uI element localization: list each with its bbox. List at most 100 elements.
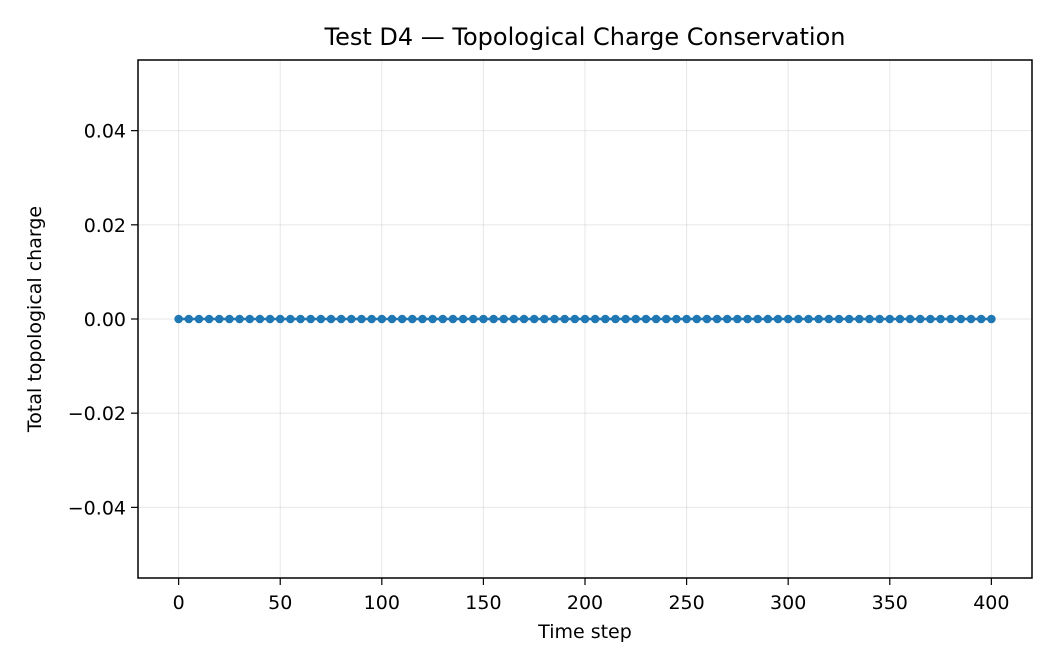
- data-point: [702, 314, 712, 324]
- data-point: [428, 314, 437, 324]
- data-point: [184, 314, 194, 324]
- x-tick-label: 150: [465, 592, 501, 614]
- data-point: [174, 314, 183, 324]
- data-point: [905, 314, 915, 324]
- data-point: [601, 314, 610, 324]
- data-point: [448, 314, 458, 324]
- data-point: [844, 314, 854, 324]
- data-point: [895, 314, 905, 324]
- data-point: [712, 314, 722, 324]
- y-axis: 0.04 0.02 0.00 −0.02 −0.04: [68, 121, 138, 519]
- data-point: [682, 314, 691, 324]
- data-point: [936, 314, 945, 324]
- data-point: [255, 314, 265, 324]
- data-point: [966, 314, 976, 324]
- data-point: [265, 314, 275, 324]
- data-point: [804, 314, 813, 324]
- data-point: [306, 314, 316, 324]
- data-point: [976, 314, 986, 324]
- data-point: [773, 314, 783, 324]
- data-point: [794, 314, 803, 324]
- data-point: [387, 314, 397, 324]
- y-tick-label: 0.04: [84, 121, 126, 143]
- data-point: [865, 314, 874, 324]
- x-tick-label: 200: [567, 592, 603, 614]
- data-point: [651, 314, 661, 324]
- x-axis-label: Time step: [537, 621, 632, 643]
- y-axis-label: Total topological charge: [24, 206, 46, 433]
- data-point: [418, 314, 427, 324]
- x-tick-label: 400: [973, 592, 1009, 614]
- data-point: [529, 314, 539, 324]
- data-point: [733, 314, 742, 324]
- data-point: [824, 314, 834, 324]
- data-point: [540, 314, 549, 324]
- data-point: [885, 314, 895, 324]
- data-point: [834, 314, 844, 324]
- data-point: [550, 314, 559, 324]
- data-point: [397, 314, 407, 324]
- data-point: [763, 314, 773, 324]
- data-point: [915, 314, 925, 324]
- data-point: [509, 314, 519, 324]
- data-point: [722, 314, 732, 324]
- data-point: [499, 314, 509, 324]
- data-point: [854, 314, 864, 324]
- data-point: [204, 314, 214, 324]
- data-point: [743, 314, 752, 324]
- data-point: [519, 314, 529, 324]
- data-point: [560, 314, 569, 324]
- data-point: [946, 314, 956, 324]
- x-tick-label: 50: [268, 592, 292, 614]
- data-point: [296, 314, 305, 324]
- data-point: [347, 314, 356, 324]
- data-point: [377, 314, 387, 324]
- data-point: [611, 314, 620, 324]
- y-tick-label: 0.00: [84, 309, 126, 331]
- data-point: [458, 314, 468, 324]
- data-point: [245, 314, 255, 324]
- data-point: [926, 314, 935, 324]
- data-point: [316, 314, 326, 324]
- data-point: [631, 314, 641, 324]
- data-point: [275, 314, 285, 324]
- data-point: [367, 314, 376, 324]
- data-point: [407, 314, 417, 324]
- data-point: [590, 314, 600, 324]
- data-point: [672, 314, 681, 324]
- data-point: [661, 314, 671, 324]
- data-point: [214, 314, 224, 324]
- data-point: [235, 314, 244, 324]
- data-point: [621, 314, 630, 324]
- x-axis: 0 50 100 150 200 250 300 350 400: [173, 578, 1009, 614]
- data-point: [225, 314, 234, 324]
- chart-title: Test D4 — Topological Charge Conservatio…: [324, 23, 846, 51]
- data-point: [286, 314, 295, 324]
- data-point: [875, 314, 884, 324]
- y-tick-label: −0.04: [68, 497, 126, 519]
- data-point: [692, 314, 702, 324]
- data-point: [489, 314, 498, 324]
- data-point: [580, 314, 590, 324]
- data-point: [194, 314, 204, 324]
- data-point: [814, 314, 823, 324]
- data-point: [956, 314, 966, 324]
- x-tick-label: 350: [872, 592, 908, 614]
- data-point: [357, 314, 366, 324]
- y-tick-label: 0.02: [84, 215, 126, 237]
- data-point: [641, 314, 651, 324]
- x-tick-label: 300: [770, 592, 806, 614]
- data-point: [479, 314, 488, 324]
- series-layer: [174, 314, 996, 324]
- data-point: [336, 314, 346, 324]
- x-tick-label: 100: [364, 592, 400, 614]
- data-point: [987, 314, 996, 324]
- y-tick-label: −0.02: [68, 403, 126, 425]
- data-point: [468, 314, 478, 324]
- x-tick-label: 250: [668, 592, 704, 614]
- data-point: [570, 314, 580, 324]
- data-point: [438, 314, 448, 324]
- data-point: [326, 314, 336, 324]
